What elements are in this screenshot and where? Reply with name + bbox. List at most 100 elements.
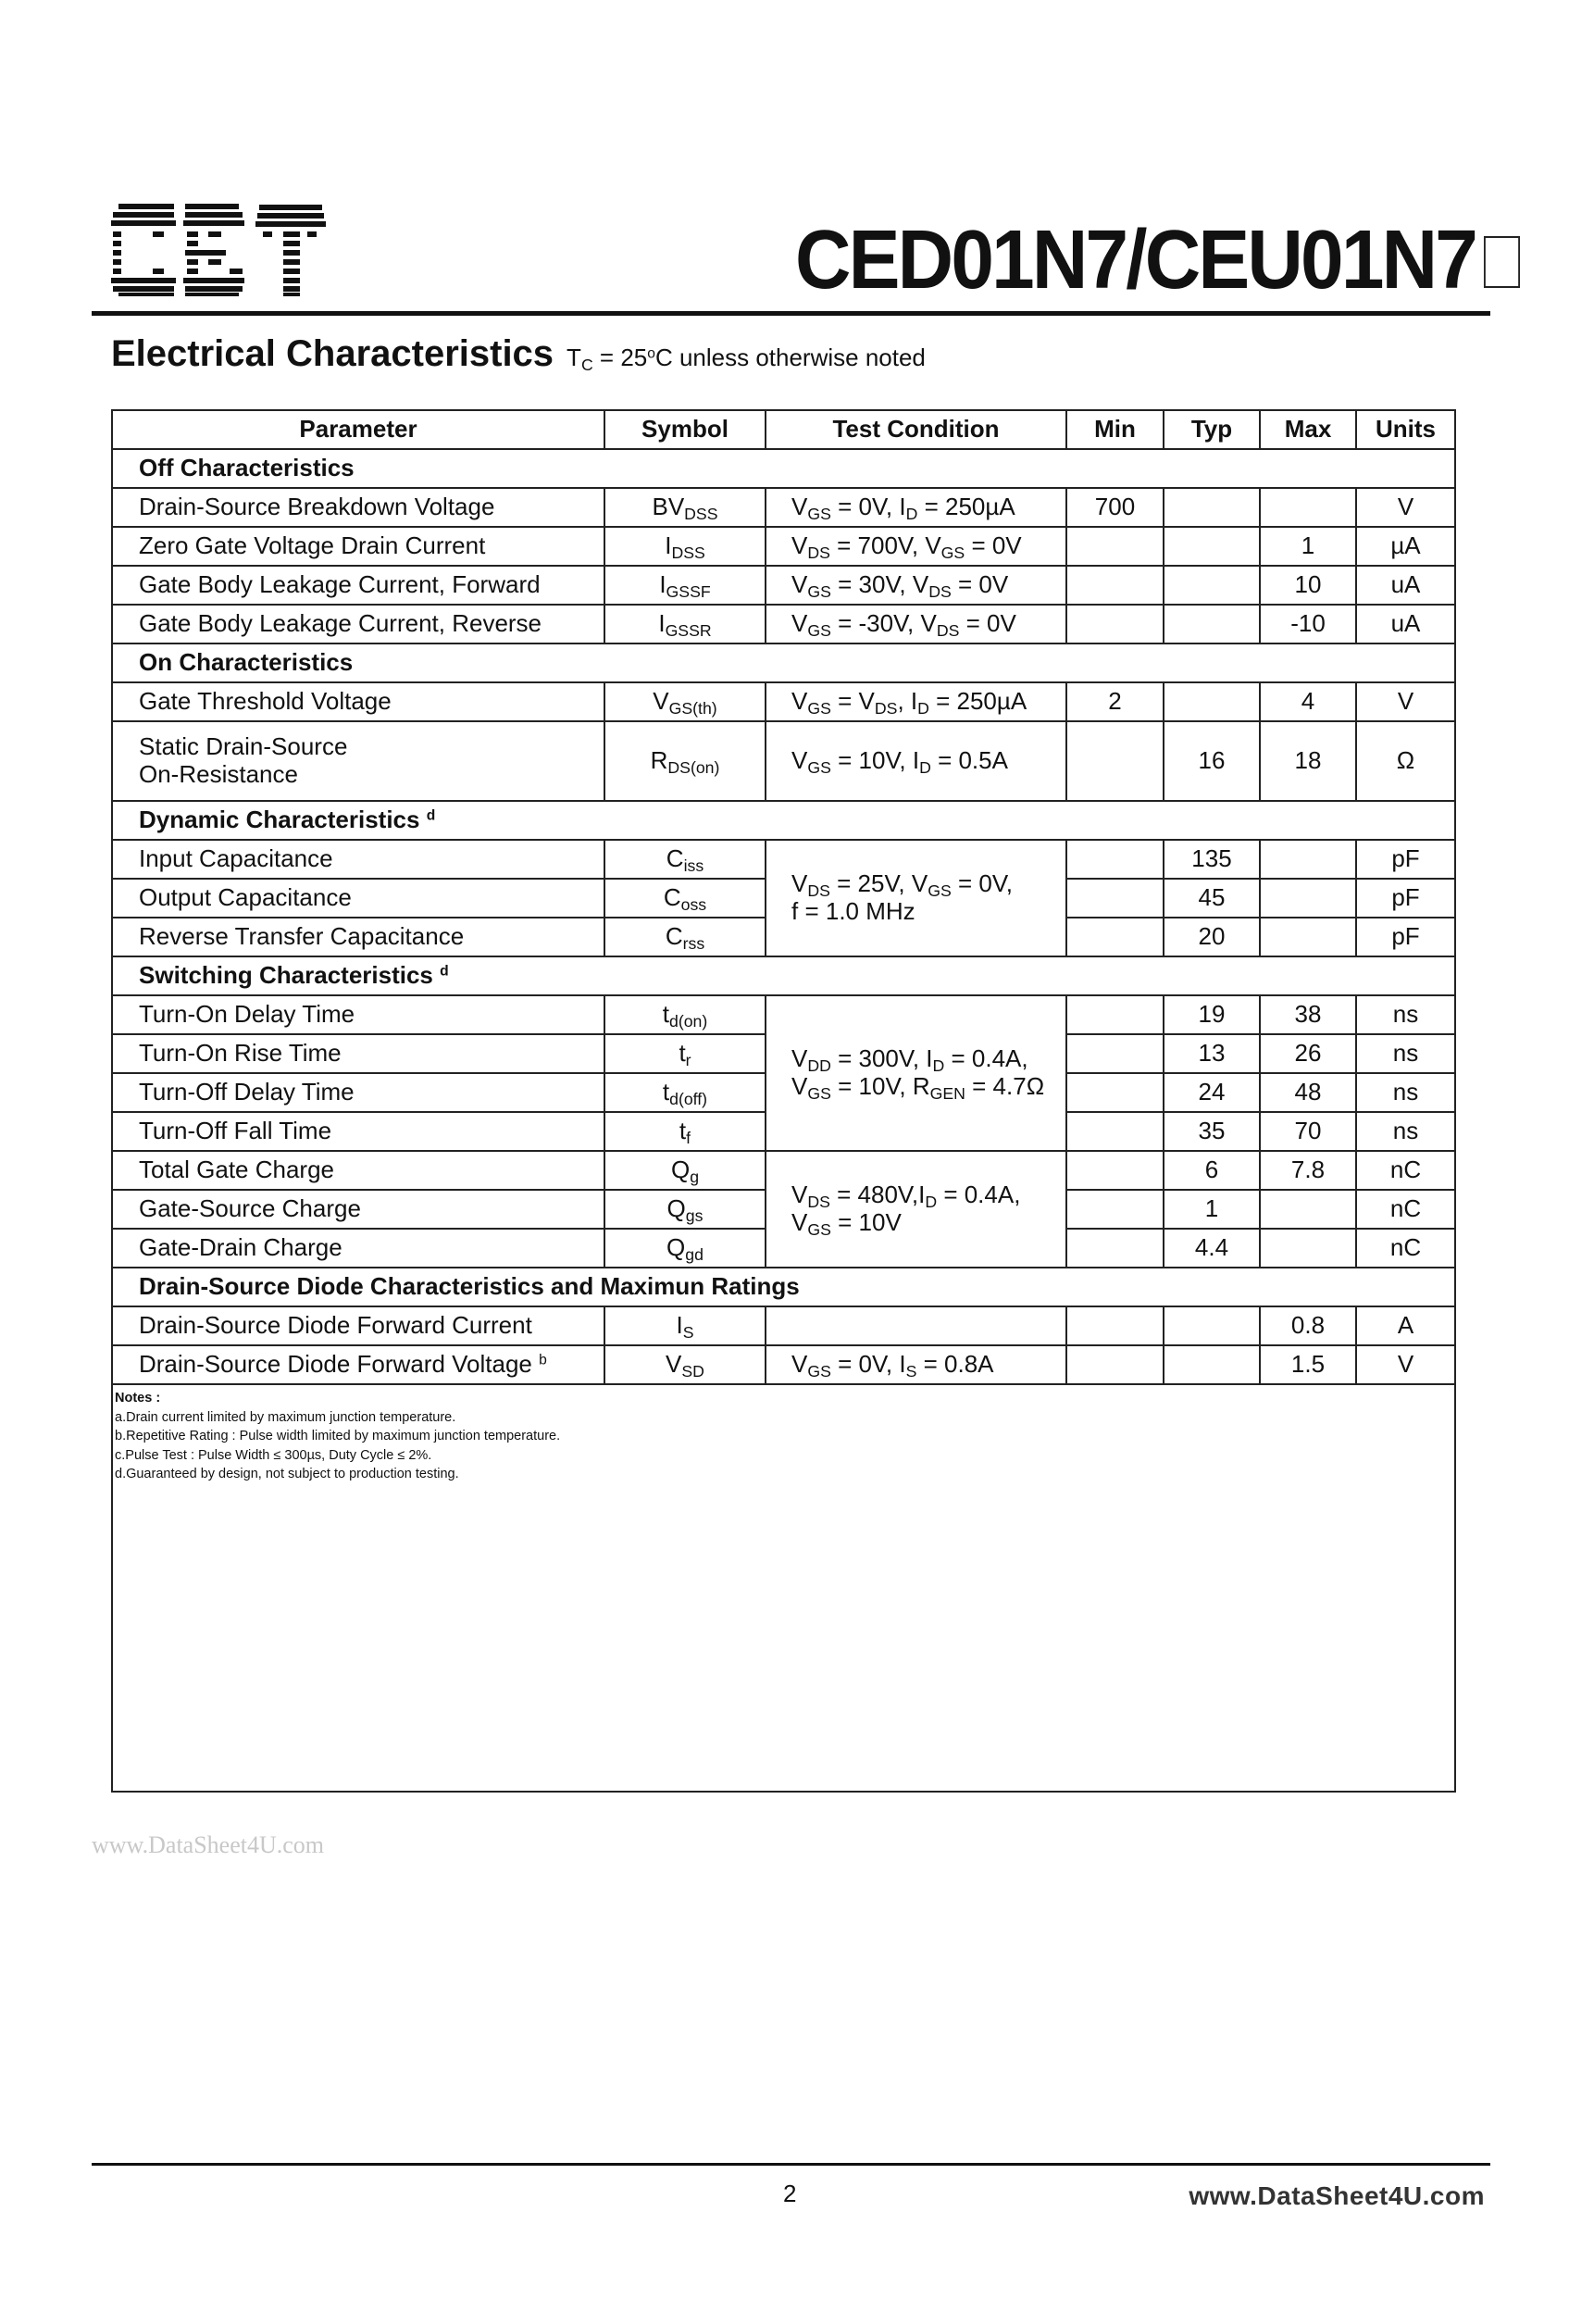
units-cell: A (1355, 1306, 1456, 1346)
table-row: Turn-On Delay Time td(on) VDD = 300V, ID =… (111, 994, 1456, 1152)
symbol-cell: Qgd (604, 1228, 766, 1268)
logo-bar (183, 278, 244, 283)
text-segment: DSS (671, 543, 705, 562)
max-cell (1259, 1228, 1357, 1268)
min-cell (1065, 526, 1164, 567)
text-segment: V (791, 1181, 808, 1209)
text-segment: DS(on) (667, 757, 720, 777)
text-segment: GS (807, 620, 831, 640)
column-header-symbol: Symbol (604, 409, 766, 450)
heading-condition: TC = 25oC unless otherwise noted (567, 344, 926, 373)
max-cell (1259, 839, 1357, 880)
text-segment: Turn-On Rise Time (139, 1039, 342, 1068)
table-row: Gate Body Leakage Current, Forward IGSSF V… (111, 565, 1456, 606)
min-cell (1065, 1111, 1164, 1152)
logo-bar (113, 269, 121, 274)
text-segment: DS (807, 543, 830, 562)
symbol-cell: Ciss (604, 839, 766, 880)
units-cell: nC (1355, 1228, 1456, 1268)
section-row: On Characteristics (111, 643, 1456, 683)
text-segment: = 0V, (951, 869, 1014, 898)
text-segment: V (666, 1350, 682, 1379)
text-segment: = -30V, V (830, 609, 937, 638)
max-cell: 38 (1259, 994, 1357, 1035)
logo-bar (118, 293, 174, 296)
text-segment: V (791, 493, 808, 521)
parameter-cell: Gate-Drain Charge (111, 1228, 605, 1268)
units-cell: V (1355, 681, 1456, 722)
section-row: Switching Characteristics d (111, 956, 1456, 996)
header-divider (92, 311, 1490, 316)
footer-website: www.DataSheet4U.com (1189, 2181, 1485, 2210)
min-cell (1065, 994, 1164, 1035)
max-cell: 4 (1259, 681, 1357, 722)
max-cell: 18 (1259, 720, 1357, 802)
text-segment: = 0V (959, 609, 1016, 638)
max-cell: 0.8 (1259, 1306, 1357, 1346)
text-segment: DS (874, 698, 898, 718)
text-segment: f = 1.0 MHz (791, 897, 915, 925)
logo-bar (113, 286, 174, 292)
text-segment: = 10V, I (830, 746, 920, 775)
text-segment: , I (897, 687, 918, 716)
min-cell (1065, 878, 1164, 918)
logo-bar (208, 259, 221, 265)
note-item: a.Drain current limited by maximum junct… (115, 1409, 456, 1425)
note-item: c.Pulse Test : Pulse Width ≤ 300µs, Duty… (115, 1447, 432, 1463)
text-segment: Drain-Source Diode Forward Current (139, 1311, 532, 1340)
typ-cell: 135 (1163, 839, 1261, 880)
text-segment: C (663, 883, 681, 912)
symbol-cell: IGSSF (604, 565, 766, 606)
table-row: Drain-Source Diode Forward Voltage b VSD V… (111, 1344, 1456, 1385)
symbol-cell: IS (604, 1306, 766, 1346)
symbol-cell: td(off) (604, 1072, 766, 1113)
text-segment: = 0V (965, 531, 1022, 560)
text-segment: SD (681, 1361, 704, 1381)
section-title: Switching Characteristics d (111, 956, 1456, 996)
logo-bar (283, 241, 300, 246)
document-title: CED01N7/CEU01N7 (795, 219, 1520, 302)
symbol-cell: Crss (604, 917, 766, 957)
text-segment: V (791, 687, 808, 716)
parameter-cell: Output Capacitance (111, 878, 605, 918)
text-segment: g (690, 1167, 700, 1186)
units-cell: ns (1355, 994, 1456, 1035)
text-segment: Gate-Source Charge (139, 1194, 361, 1223)
logo-bar (283, 286, 300, 292)
table-row: Drain-Source Diode Forward Current IS 0.8 A (111, 1306, 1456, 1346)
min-cell (1065, 720, 1164, 802)
typ-cell (1163, 604, 1261, 644)
logo-bar (153, 231, 164, 237)
text-segment: V (791, 609, 808, 638)
test-condition-cell: VGS = VDS, ID = 250µA (765, 681, 1067, 722)
text-segment: = 25V, V (829, 869, 928, 898)
text-segment: = 0V, I (830, 493, 906, 521)
typ-cell: 24 (1163, 1072, 1261, 1113)
text-segment: GS(th) (668, 698, 717, 718)
section-title: On Characteristics (111, 643, 1456, 683)
column-header-max: Max (1259, 409, 1357, 450)
typ-cell (1163, 526, 1261, 567)
text-segment: GS (807, 698, 831, 718)
text-segment: Drain-Source Diode Characteristics and M… (139, 1272, 800, 1301)
typ-cell (1163, 681, 1261, 722)
typ-cell: 19 (1163, 994, 1261, 1035)
min-cell (1065, 1228, 1164, 1268)
text-segment: D (925, 1193, 938, 1212)
text-segment: = 480V,I (829, 1181, 926, 1209)
typ-cell: 45 (1163, 878, 1261, 918)
table-row: Gate-Source Charge Qgs 1 nC (111, 1189, 1456, 1230)
logo-bar (263, 231, 272, 237)
text-segment: Turn-Off Fall Time (139, 1117, 332, 1145)
text-segment: GS (807, 581, 831, 601)
max-cell (1259, 917, 1357, 957)
text-segment: iss (683, 856, 704, 875)
units-cell: V (1355, 487, 1456, 528)
note-item: b.Repetitive Rating : Pulse width limite… (115, 1429, 561, 1443)
text-segment: Switching Characteristics (139, 961, 441, 990)
text-segment: Dynamic Characteristics (139, 806, 427, 834)
logo-bar (283, 259, 300, 265)
text-segment: t (679, 1039, 686, 1068)
table-row: Drain-Source Breakdown Voltage BVDSS VGS =… (111, 487, 1456, 528)
test-condition-cell: VDD = 300V, ID = 0.4A, VGS = 10V, RGEN = … (765, 994, 1067, 1152)
